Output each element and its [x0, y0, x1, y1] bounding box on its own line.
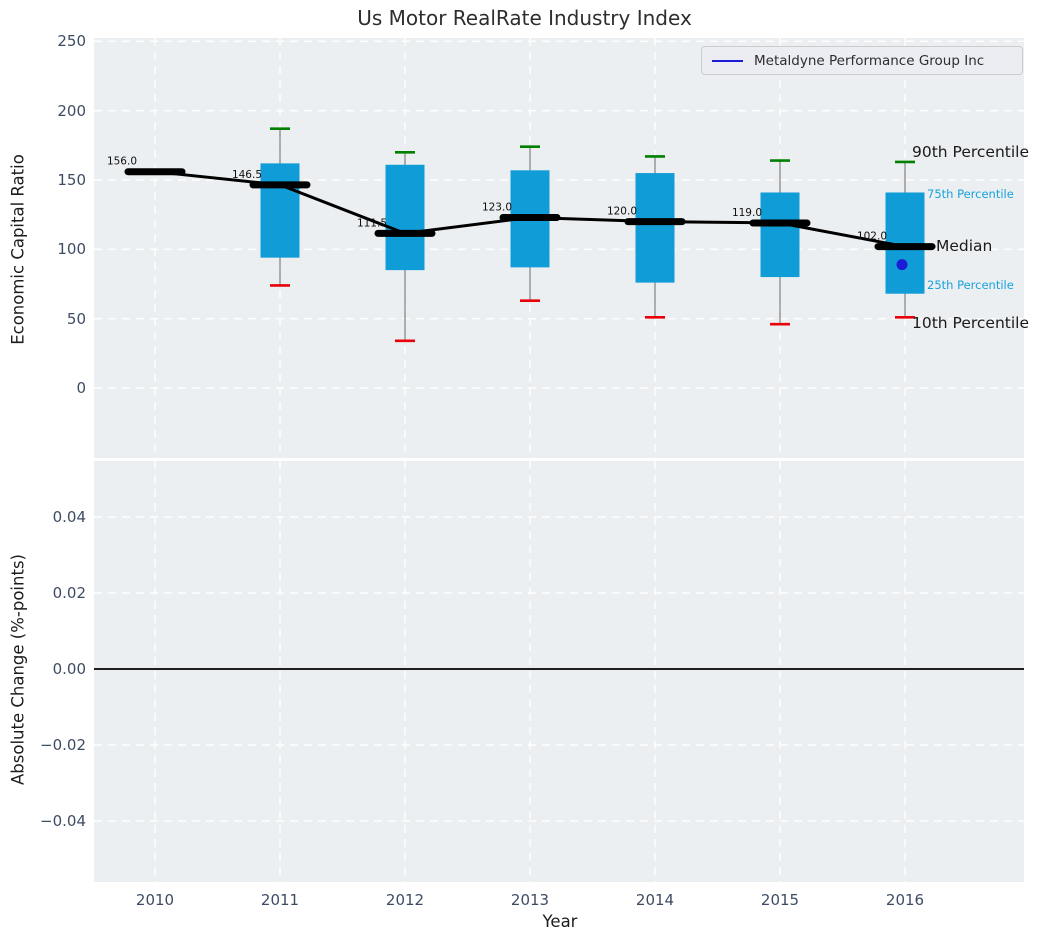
x-tick-label: 2010 [135, 891, 175, 909]
label-10th-percentile: 10th Percentile [912, 314, 1030, 332]
company-data-point [896, 259, 908, 271]
y-tick-label: 150 [57, 171, 86, 189]
y-tick-label: −0.04 [40, 812, 86, 830]
bottom-panel [94, 461, 1024, 882]
label-median: Median [936, 237, 993, 255]
y-tick-label: 0.02 [52, 584, 86, 602]
median-value-label: 156.0 [107, 156, 137, 168]
median-value-label: 146.5 [232, 169, 262, 181]
legend: Metaldyne Performance Group Inc [701, 46, 1023, 75]
legend-label: Metaldyne Performance Group Inc [754, 52, 985, 69]
x-tick-label: 2014 [635, 891, 675, 909]
y-tick-label: 200 [57, 101, 86, 120]
iqr-box [635, 173, 675, 283]
iqr-box [760, 192, 800, 278]
y-tick-label: 0.00 [52, 660, 86, 678]
label-75th-percentile: 75th Percentile [927, 187, 1014, 201]
legend-line-swatch-icon [712, 59, 743, 62]
iqr-box [385, 164, 425, 271]
iqr-box [260, 163, 300, 258]
median-value-label: 120.0 [607, 206, 637, 218]
x-axis-label: Year [542, 912, 578, 931]
chart-title: Us Motor RealRate Industry Index [357, 6, 692, 30]
label-90th-percentile: 90th Percentile [912, 143, 1030, 161]
y-tick-label: 0.04 [52, 508, 86, 526]
median-value-label: 111.5 [357, 217, 387, 229]
x-tick-label: 2016 [885, 891, 925, 909]
top-panel: 156.0 146.5 111.5 123.0 120.0 119.0 102.0 [94, 38, 1024, 458]
y-tick-label: 50 [66, 309, 86, 328]
x-tick-label: 2012 [385, 891, 425, 909]
median-value-label: 119.0 [732, 207, 762, 219]
x-tick-label: 2011 [260, 891, 300, 909]
y-tick-label: 100 [57, 240, 86, 259]
x-tick-label: 2013 [510, 891, 550, 909]
y-tick-label: 250 [57, 32, 86, 51]
y-tick-label: 0 [76, 379, 86, 397]
y-tick-label: −0.02 [40, 736, 86, 754]
median-value-label: 102.0 [857, 231, 887, 243]
top-panel-plot: 156.0 146.5 111.5 123.0 120.0 119.0 102.0 [94, 38, 1024, 458]
bottom-panel-plot [94, 461, 1024, 882]
x-tick-label: 2015 [760, 891, 800, 909]
median-value-label: 123.0 [482, 201, 512, 213]
label-25th-percentile: 25th Percentile [927, 278, 1014, 292]
